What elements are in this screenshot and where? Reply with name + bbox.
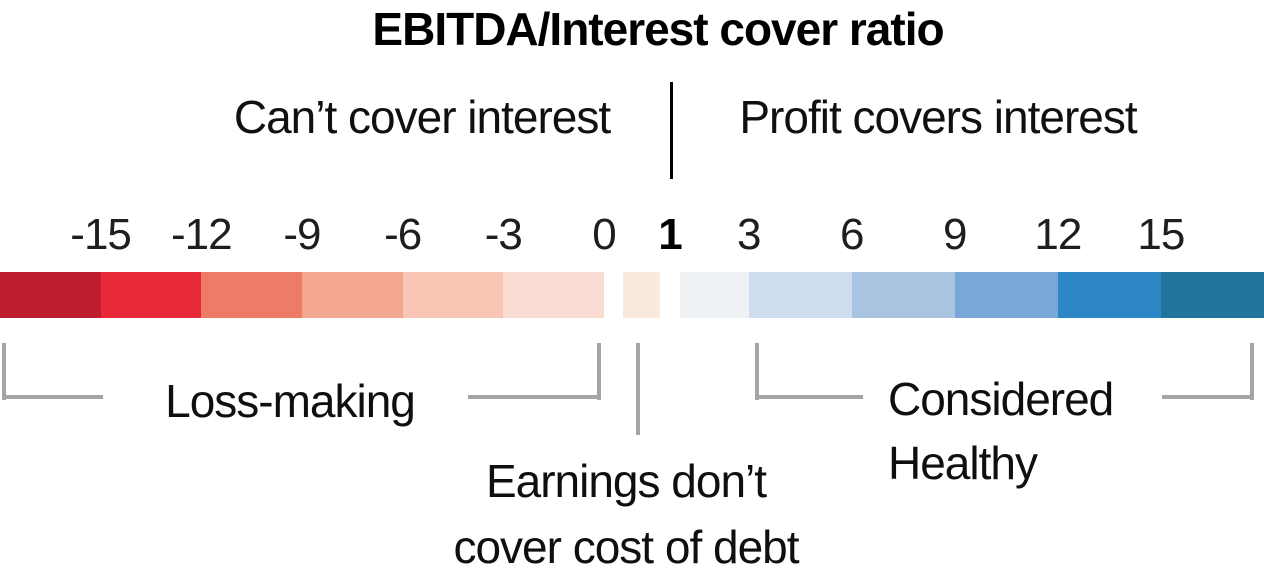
color-segment-12-to-15	[1057, 272, 1161, 318]
bracket-line	[755, 395, 863, 399]
bracket-line	[2, 395, 103, 399]
annotation-considered-healthy: Considered Healthy	[888, 373, 1114, 489]
color-segment-6-to-9	[851, 272, 955, 318]
axis-tick-0: 0	[592, 210, 617, 259]
pointer-line	[636, 343, 640, 435]
color-segment-3-to-6	[748, 272, 852, 318]
bracket-tick-left	[755, 343, 759, 400]
axis-tick--12: -12	[170, 210, 233, 259]
axis-tick--3: -3	[484, 210, 523, 259]
zone-label-cant-cover-interest: Can’t cover interest	[233, 91, 611, 143]
color-segment-1-to-3	[680, 272, 749, 318]
annotation-loss-making: Loss-making	[165, 375, 416, 427]
color-segment--3-to-0	[503, 272, 604, 318]
axis-tick--9: -9	[283, 210, 321, 259]
axis-tick-12: 12	[1034, 210, 1082, 259]
bracket-line	[468, 395, 601, 399]
axis-tick--6: -6	[384, 210, 422, 259]
bracket-tick-left	[2, 343, 6, 400]
color-segment--18-to--15	[0, 272, 101, 318]
color-segment--15-to--12	[100, 272, 202, 318]
zone-label-profit-covers-interest: Profit covers interest	[739, 91, 1137, 143]
axis-tick-1: 1	[658, 210, 683, 259]
axis-tick-6: 6	[840, 210, 865, 259]
color-segment-0-to-1	[623, 272, 660, 318]
color-segment-9-to-12	[954, 272, 1058, 318]
bracket-tick-right	[597, 343, 601, 400]
page-title: EBITDA/Interest cover ratio	[372, 3, 944, 55]
axis-tick-9: 9	[943, 210, 968, 259]
annotation-earnings-dont-cover: Earnings don’t cover cost of debt	[453, 455, 799, 573]
color-segment--6-to--3	[402, 272, 504, 318]
bracket-line	[1162, 395, 1254, 399]
color-segment--12-to--9	[201, 272, 302, 318]
bracket-tick-right	[1250, 343, 1254, 400]
color-segment--9-to--6	[301, 272, 403, 318]
axis-tick-3: 3	[736, 210, 762, 259]
axis-tick--15: -15	[70, 210, 132, 259]
zone-divider-line	[670, 82, 673, 179]
color-segment-15-to-18	[1160, 272, 1264, 318]
axis-tick-15: 15	[1137, 210, 1185, 259]
